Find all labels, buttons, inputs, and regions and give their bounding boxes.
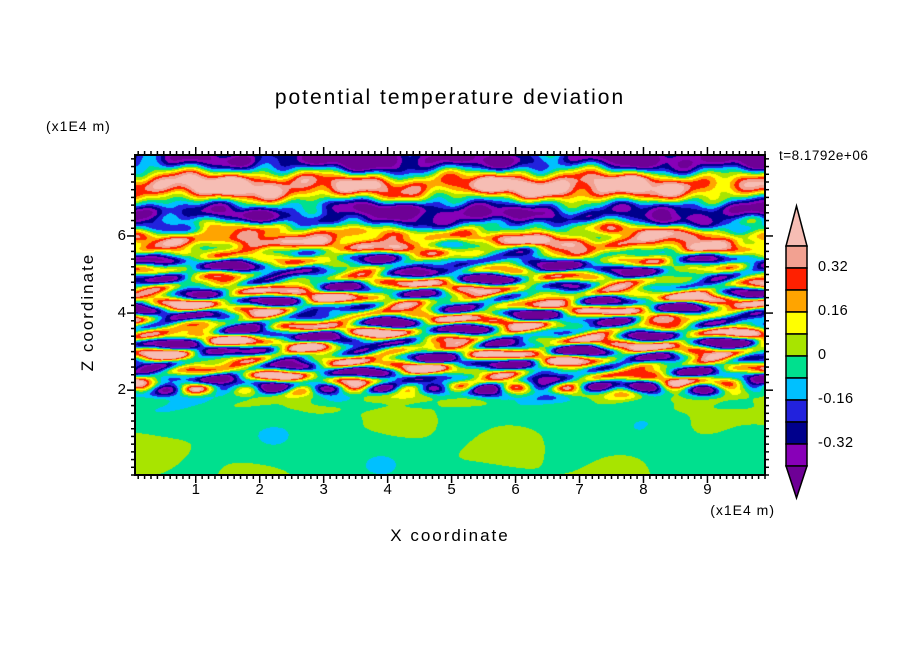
colorbar-cell xyxy=(785,311,808,335)
colorbar-top-arrow xyxy=(785,203,808,247)
timestamp: t=8.1792e+06 xyxy=(779,148,869,163)
colorbar-bottom-arrow xyxy=(784,465,809,501)
chart-title: potential temperature deviation xyxy=(274,86,626,109)
colorbar-cell xyxy=(785,333,808,357)
z-tick-label: 4 xyxy=(117,304,126,322)
x-tick-label: 3 xyxy=(319,481,328,498)
colorbar-cell xyxy=(785,421,808,445)
colorbar xyxy=(784,203,809,501)
x-tick-label: 5 xyxy=(447,481,456,498)
z-tick-label: 6 xyxy=(117,226,126,244)
colorbar-cell xyxy=(785,377,808,401)
x-tick-label: 2 xyxy=(255,481,264,498)
contour-plot xyxy=(135,155,765,475)
x-axis-title: X coordinate xyxy=(390,526,510,545)
colorbar-cell xyxy=(785,399,808,423)
x-tick-label: 4 xyxy=(383,481,392,498)
x-tick-label: 1 xyxy=(191,481,200,498)
x-axis-unit: (x1E4 m) xyxy=(710,502,775,518)
colorbar-cell xyxy=(785,443,808,467)
colorbar-cell xyxy=(785,289,808,313)
colorbar-cell xyxy=(785,245,808,269)
x-tick-label: 7 xyxy=(575,481,584,498)
x-tick-label: 9 xyxy=(703,481,712,498)
x-tick-label: 8 xyxy=(639,481,648,498)
colorbar-cell xyxy=(785,267,808,291)
z-axis-unit: (x1E4 m) xyxy=(46,118,111,134)
z-tick-label: 2 xyxy=(117,381,126,399)
z-axis-title: Z coordinate xyxy=(78,252,97,372)
colorbar-cell xyxy=(785,355,808,379)
x-tick-label: 6 xyxy=(511,481,520,498)
